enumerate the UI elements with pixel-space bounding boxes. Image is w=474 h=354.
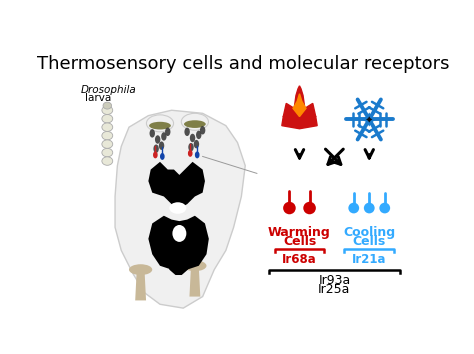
- Ellipse shape: [184, 120, 206, 128]
- Text: Ir25a: Ir25a: [318, 284, 351, 297]
- Circle shape: [364, 203, 374, 213]
- Polygon shape: [168, 250, 190, 275]
- Ellipse shape: [161, 132, 166, 141]
- Ellipse shape: [165, 127, 171, 136]
- Text: Drosophila: Drosophila: [81, 85, 137, 95]
- Ellipse shape: [154, 144, 159, 153]
- Ellipse shape: [183, 261, 207, 271]
- Ellipse shape: [129, 264, 152, 275]
- Text: Ir68a: Ir68a: [282, 253, 317, 266]
- Ellipse shape: [200, 126, 205, 135]
- Ellipse shape: [188, 143, 194, 152]
- Text: Thermosensory cells and molecular receptors: Thermosensory cells and molecular recept…: [36, 55, 449, 73]
- Ellipse shape: [102, 148, 113, 157]
- Polygon shape: [135, 270, 146, 301]
- Ellipse shape: [160, 153, 164, 160]
- Polygon shape: [364, 114, 374, 125]
- Ellipse shape: [196, 131, 201, 139]
- Text: Warming: Warming: [268, 226, 331, 239]
- Ellipse shape: [155, 135, 160, 144]
- Ellipse shape: [169, 202, 186, 214]
- Polygon shape: [282, 116, 317, 129]
- Ellipse shape: [149, 129, 155, 138]
- Text: Ir21a: Ir21a: [352, 253, 386, 266]
- Ellipse shape: [103, 102, 111, 109]
- Polygon shape: [148, 216, 209, 270]
- Ellipse shape: [159, 142, 164, 150]
- Ellipse shape: [190, 134, 195, 142]
- Ellipse shape: [188, 150, 192, 157]
- Text: Cooling: Cooling: [343, 226, 395, 239]
- Polygon shape: [190, 266, 201, 297]
- Circle shape: [303, 202, 316, 214]
- Ellipse shape: [102, 106, 113, 114]
- Text: Cells: Cells: [353, 235, 386, 248]
- Ellipse shape: [102, 140, 113, 148]
- Text: Cells: Cells: [283, 235, 316, 248]
- Polygon shape: [283, 86, 316, 127]
- Ellipse shape: [195, 152, 200, 158]
- Circle shape: [348, 203, 359, 213]
- Ellipse shape: [184, 127, 190, 136]
- Polygon shape: [148, 162, 205, 208]
- Text: larva: larva: [85, 92, 111, 103]
- Ellipse shape: [149, 122, 171, 130]
- Ellipse shape: [102, 114, 113, 123]
- Ellipse shape: [194, 140, 199, 148]
- Text: Ir93a: Ir93a: [318, 274, 350, 287]
- Ellipse shape: [146, 115, 173, 132]
- Ellipse shape: [102, 123, 113, 131]
- Ellipse shape: [102, 157, 113, 165]
- Polygon shape: [115, 110, 245, 308]
- Circle shape: [283, 202, 296, 214]
- Ellipse shape: [102, 131, 113, 140]
- Ellipse shape: [182, 113, 209, 130]
- Ellipse shape: [153, 152, 158, 158]
- Ellipse shape: [173, 225, 186, 242]
- Polygon shape: [293, 94, 306, 116]
- Circle shape: [379, 203, 390, 213]
